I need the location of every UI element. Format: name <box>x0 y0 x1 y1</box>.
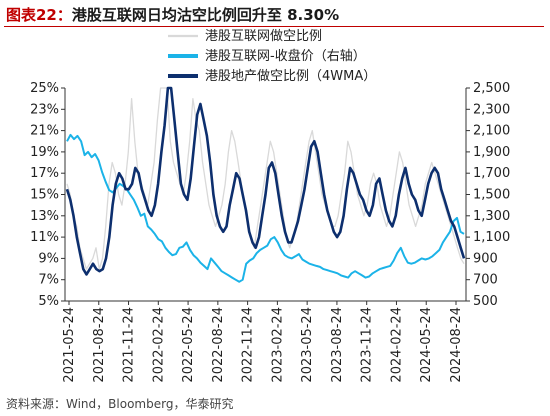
left-tick-label: 15% <box>30 188 59 203</box>
x-tick-label: 2021-05-24 <box>62 307 77 383</box>
left-tick-label: 21% <box>30 124 59 139</box>
left-tick-label: 9% <box>38 251 59 266</box>
x-tick-label: 2023-11-24 <box>360 307 375 383</box>
right-tick-label: 2,500 <box>473 81 510 96</box>
left-tick-label: 17% <box>30 166 59 181</box>
right-tick-label: 1,900 <box>473 145 510 160</box>
x-tick-label: 2023-02-24 <box>270 307 285 383</box>
left-tick-label: 11% <box>30 230 59 245</box>
series-line-2 <box>66 133 465 283</box>
x-tick-label: 2022-11-24 <box>241 307 256 383</box>
title-divider <box>4 26 544 27</box>
figure-label: 图表22： <box>6 6 72 24</box>
right-tick-label: 500 <box>473 294 498 309</box>
right-tick-label: 2,300 <box>473 102 510 117</box>
right-tick-label: 700 <box>473 273 498 288</box>
chart-title-block: 图表22：港股互联网日均沽空比例回升至 8.30% <box>6 4 339 25</box>
series-line-3 <box>65 86 466 276</box>
x-tick-label: 2023-08-24 <box>330 307 345 383</box>
x-tick-label: 2024-02-24 <box>389 307 404 383</box>
right-tick-label: 1,100 <box>473 230 510 245</box>
right-tick-label: 900 <box>473 251 498 266</box>
source-note: 资料来源：Wind，Bloomberg，华泰研究 <box>6 397 234 411</box>
left-tick-label: 23% <box>30 102 59 117</box>
x-tick-label: 2023-05-24 <box>300 307 315 383</box>
left-tick-label: 25% <box>30 81 59 96</box>
legend-label-2: 港股互联网-收盘价（右轴） <box>205 48 366 64</box>
right-tick-label: 2,100 <box>473 124 510 139</box>
series-line-1 <box>66 87 465 270</box>
legend-label-3: 港股地产做空比例（4WMA） <box>205 69 376 84</box>
x-tick-label: 2022-02-24 <box>151 307 166 383</box>
left-tick-label: 19% <box>30 145 59 160</box>
x-tick-label: 2022-08-24 <box>211 307 226 383</box>
right-tick-label: 1,500 <box>473 188 510 203</box>
x-tick-label: 2024-05-24 <box>419 307 434 383</box>
left-tick-label: 7% <box>38 273 59 288</box>
x-tick-label: 2021-08-24 <box>92 307 107 383</box>
right-tick-label: 1,300 <box>473 209 510 224</box>
x-tick-label: 2024-08-24 <box>449 307 464 383</box>
chart-title: 港股互联网日均沽空比例回升至 8.30% <box>71 6 340 24</box>
right-tick-label: 1,700 <box>473 166 510 181</box>
left-tick-label: 5% <box>38 294 59 309</box>
x-tick-label: 2021-11-24 <box>122 307 137 383</box>
x-tick-label: 2022-05-24 <box>181 307 196 383</box>
left-tick-label: 13% <box>30 209 59 224</box>
legend-label-1: 港股互联网做空比例 <box>205 29 322 44</box>
